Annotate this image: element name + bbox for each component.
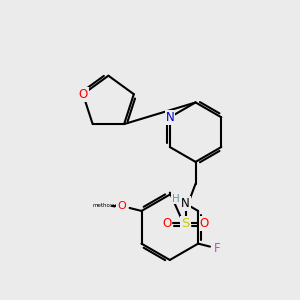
Text: O: O — [162, 217, 172, 230]
Text: methoxy: methoxy — [92, 203, 117, 208]
Text: O: O — [78, 88, 88, 101]
Text: N: N — [166, 111, 174, 124]
Text: O: O — [117, 201, 126, 211]
Text: O: O — [200, 217, 209, 230]
Text: N: N — [181, 197, 190, 210]
Text: H: H — [172, 194, 180, 203]
Text: F: F — [214, 242, 220, 255]
Text: S: S — [182, 217, 190, 230]
